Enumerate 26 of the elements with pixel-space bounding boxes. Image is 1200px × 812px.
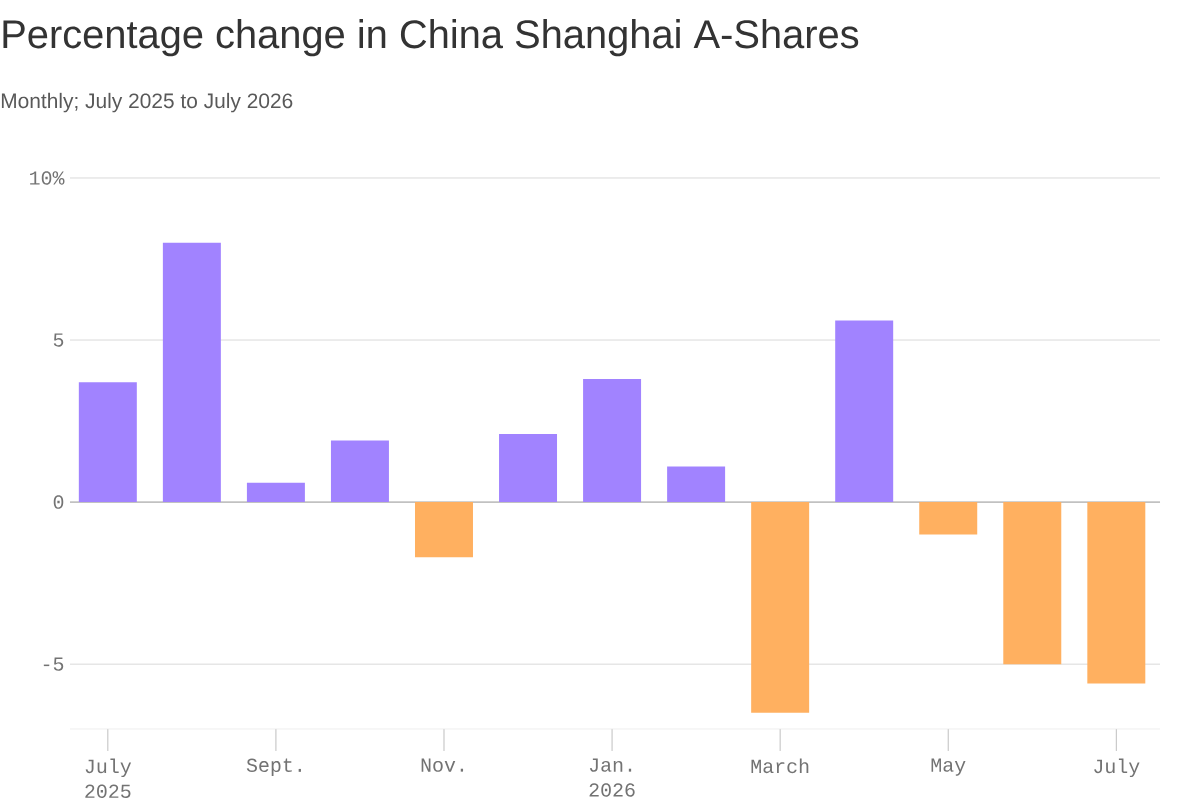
x-tick-label: May: [931, 758, 966, 776]
x-tick-label: March: [751, 758, 809, 774]
y-tick-label: 5: [53, 333, 64, 347]
bar: [414, 502, 473, 558]
bar: [246, 482, 305, 503]
x-tick-label: July: [1094, 758, 1140, 778]
y-tick-label: 0: [53, 495, 64, 509]
bar: [78, 382, 137, 503]
bar: [919, 502, 978, 535]
bar: [583, 378, 642, 503]
bar: [667, 466, 726, 503]
y-tick-label: -5: [43, 657, 64, 671]
bar: [751, 502, 810, 713]
bar: [1003, 502, 1062, 665]
x-tick-label: July 2025: [85, 758, 132, 799]
x-tick-label: Nov.: [421, 758, 464, 772]
y-tick-label: 10%: [30, 171, 65, 185]
chart-subtitle: Monthly; July 2025 to July 2026: [1, 92, 293, 113]
bar: [1087, 502, 1146, 684]
chart-title: Percentage change in China Shanghai A-Shares: [3, 19, 859, 57]
bar: [835, 320, 894, 503]
x-tick-label: Sept.: [246, 758, 301, 776]
bar: [330, 440, 389, 503]
bar: [162, 242, 221, 503]
x-tick-label: Jan. 2026: [589, 758, 635, 797]
bar: [499, 434, 558, 503]
